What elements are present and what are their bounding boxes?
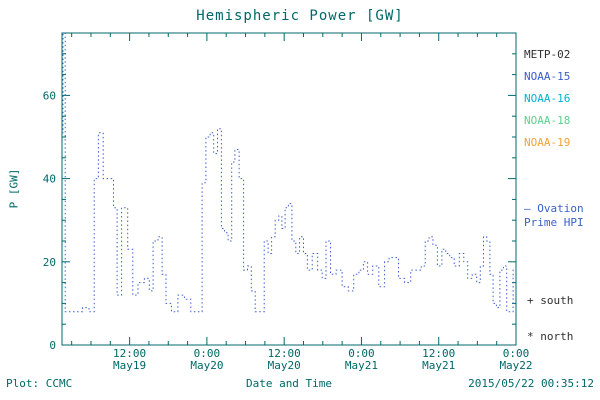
legend-entry: NOAA-19 <box>524 136 571 149</box>
x-tick-date-label: May19 <box>113 359 146 372</box>
legend-entry: NOAA-16 <box>524 92 571 105</box>
ovation-label-line1: – Ovation <box>524 202 584 215</box>
x-tick-time-label: 0:00 <box>348 347 375 360</box>
x-tick-date-label: May20 <box>268 359 301 372</box>
y-tick-label: 40 <box>43 173 56 186</box>
ovation-label-line2: Prime HPI <box>524 216 584 229</box>
y-tick-label: 20 <box>43 256 56 269</box>
x-tick-time-label: 12:00 <box>113 347 146 360</box>
x-tick-time-label: 0:00 <box>503 347 530 360</box>
y-tick-label: 0 <box>49 339 56 352</box>
y-tick-label: 60 <box>43 89 56 102</box>
x-axis-label: Date and Time <box>245 377 333 390</box>
satellite-legend: METP-02 NOAA-15 NOAA-16 NOAA-18 NOAA-19 <box>524 44 570 154</box>
south-marker-label: + south <box>527 294 574 307</box>
x-tick-date-label: May20 <box>190 359 223 372</box>
legend-entry: NOAA-18 <box>524 114 571 127</box>
plot-title: Hemispheric Power [GW] <box>196 8 404 24</box>
legend-entry: NOAA-15 <box>524 70 571 83</box>
legend-entry: METP-02 <box>524 48 571 61</box>
x-tick-date-label: May22 <box>499 359 532 372</box>
x-tick-time-label: 0:00 <box>194 347 221 360</box>
ovation-prime-label: – Ovation Prime HPI <box>524 202 584 230</box>
north-marker-label: * north <box>527 330 574 343</box>
x-tick-time-label: 12:00 <box>268 347 301 360</box>
x-tick-date-label: May21 <box>345 359 378 372</box>
plot-credit: Plot: CCMC <box>6 377 73 390</box>
plot-frame <box>61 32 517 346</box>
x-tick-date-label: May21 <box>422 359 455 372</box>
x-tick-time-label: 12:00 <box>422 347 455 360</box>
plot-timestamp: 2015/05/22 00:35:12 <box>468 377 594 390</box>
hpi-data-series <box>62 33 515 313</box>
